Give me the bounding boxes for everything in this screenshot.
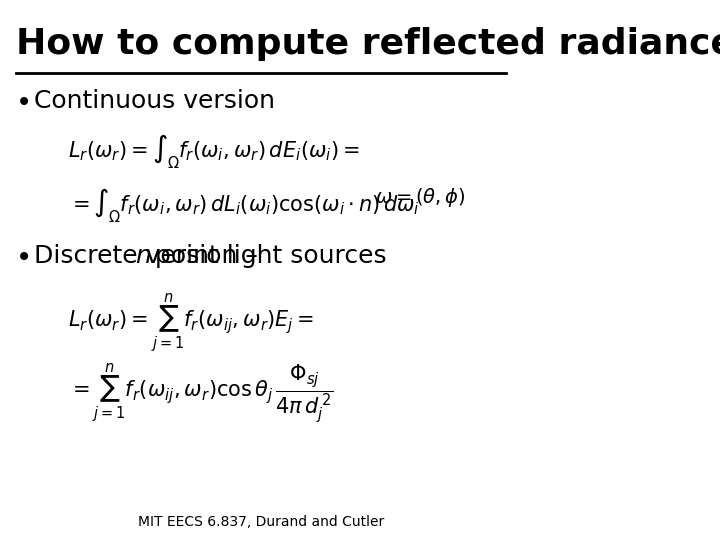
Text: $L_r(\omega_r) = \int_{\Omega} f_r(\omega_i, \omega_r)\, dE_i(\omega_i) =$: $L_r(\omega_r) = \int_{\Omega} f_r(\omeg… xyxy=(68,132,360,171)
Text: $= \sum_{j=1}^{n} f_r(\omega_{ij}, \omega_r) \cos\theta_j \, \dfrac{\Phi_{sj}}{4: $= \sum_{j=1}^{n} f_r(\omega_{ij}, \omeg… xyxy=(68,362,333,426)
Text: Discrete version –: Discrete version – xyxy=(34,244,266,268)
Text: n: n xyxy=(135,244,151,268)
Text: •: • xyxy=(16,89,32,117)
Text: $= \int_{\Omega} f_r(\omega_i, \omega_r)\, dL_i(\omega_i)\cos(\omega_i \cdot n)\: $= \int_{\Omega} f_r(\omega_i, \omega_r)… xyxy=(68,186,420,225)
Text: Continuous version: Continuous version xyxy=(34,89,275,113)
Text: $\omega = (\theta, \phi)$: $\omega = (\theta, \phi)$ xyxy=(375,186,466,210)
Text: How to compute reflected radiance?: How to compute reflected radiance? xyxy=(16,27,720,61)
Text: $L_r(\omega_r) = \sum_{j=1}^{n} f_r(\omega_{ij}, \omega_r) E_j =$: $L_r(\omega_r) = \sum_{j=1}^{n} f_r(\ome… xyxy=(68,292,314,354)
Text: •: • xyxy=(16,244,32,272)
Text: point light sources: point light sources xyxy=(147,244,387,268)
Text: MIT EECS 6.837, Durand and Cutler: MIT EECS 6.837, Durand and Cutler xyxy=(138,515,384,529)
